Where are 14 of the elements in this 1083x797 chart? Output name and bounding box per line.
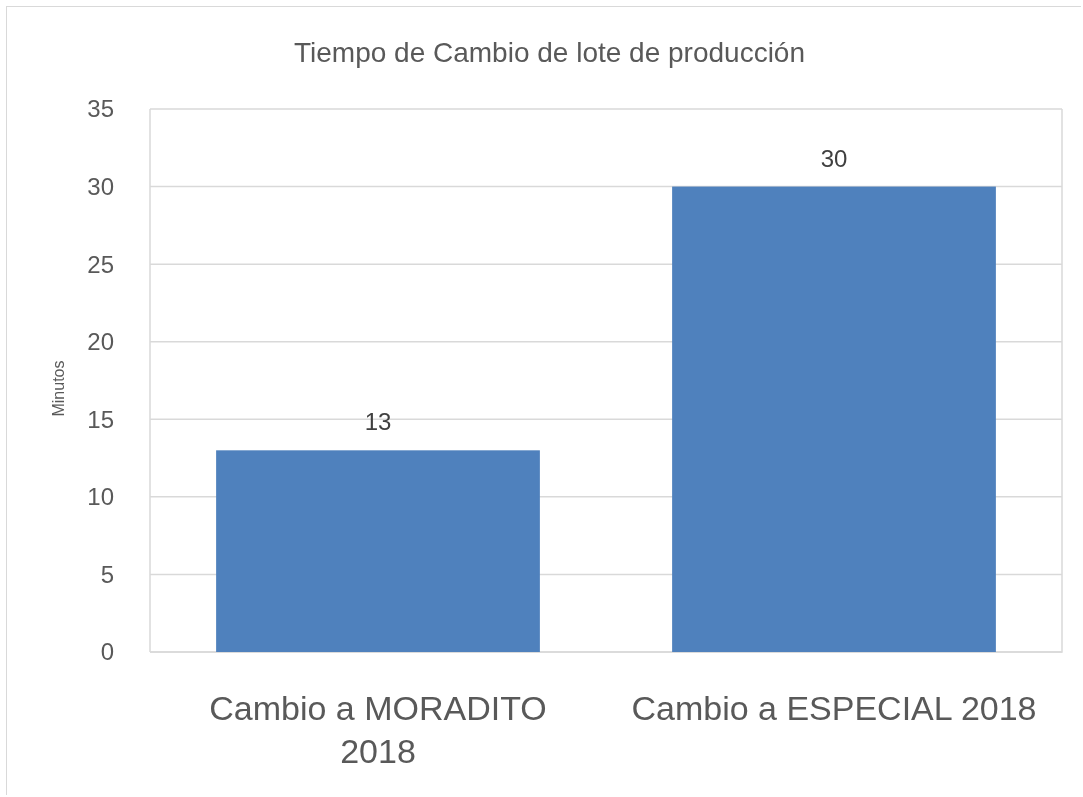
x-tick-label: Cambio a MORADITO 2018 xyxy=(209,689,547,770)
y-tick-label: 10 xyxy=(87,483,114,511)
y-tick-label: 20 xyxy=(87,328,114,356)
y-tick-label: 5 xyxy=(100,560,114,588)
y-tick-label: 30 xyxy=(87,172,114,200)
data-label: 30 xyxy=(820,144,848,172)
data-label: 13 xyxy=(364,408,392,436)
y-tick-label: 15 xyxy=(87,405,114,433)
y-axis-title: Minutos xyxy=(50,360,67,417)
chart-title: Tiempo de Cambio de lote de producción xyxy=(293,37,806,68)
y-tick-label: 35 xyxy=(87,95,114,123)
y-tick-label: 25 xyxy=(87,250,114,278)
x-tick-label: Cambio a ESPECIAL 2018 xyxy=(631,689,1037,727)
y-tick-label: 0 xyxy=(100,638,114,666)
